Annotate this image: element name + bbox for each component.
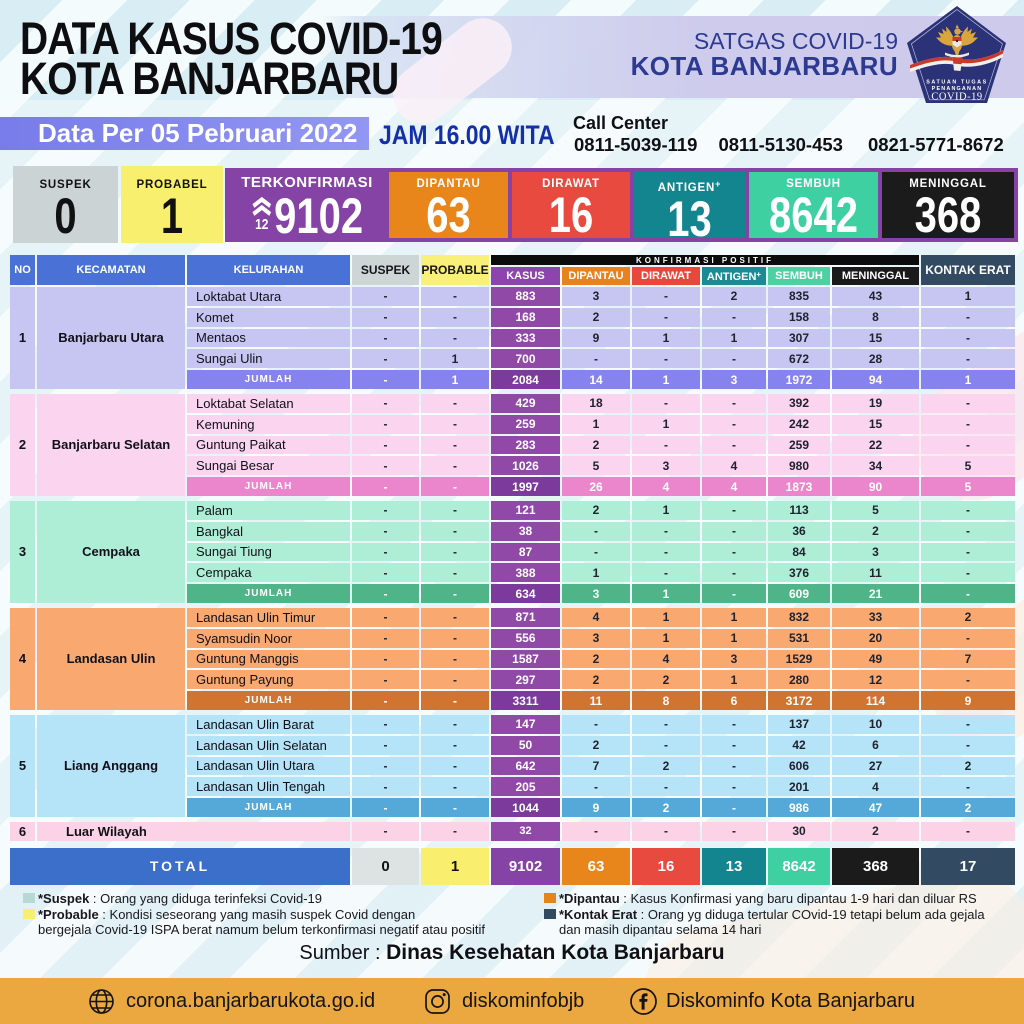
svg-text:12: 12 bbox=[255, 216, 269, 230]
svg-text:PENANGANAN: PENANGANAN bbox=[932, 86, 983, 92]
svg-text:SATUAN TUGAS: SATUAN TUGAS bbox=[926, 80, 988, 86]
svg-text:COVID-19: COVID-19 bbox=[931, 92, 982, 103]
